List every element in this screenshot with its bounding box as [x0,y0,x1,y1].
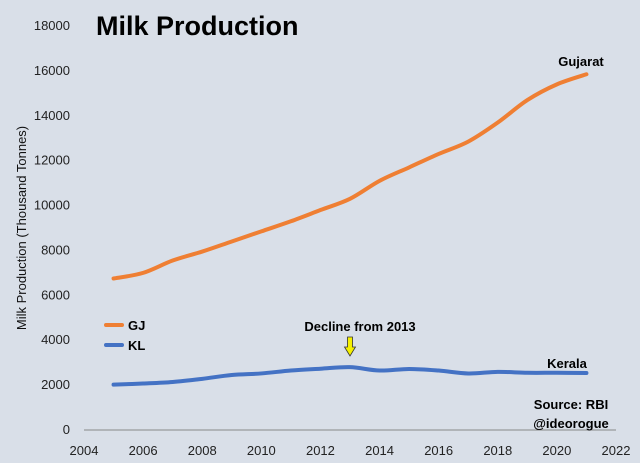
x-tick-label: 2008 [188,443,217,458]
y-axis-title: Milk Production (Thousand Tonnes) [14,126,29,330]
y-tick-label: 4000 [41,332,70,347]
y-tick-label: 10000 [34,198,70,213]
source-label: Source: RBI [534,397,608,412]
x-tick-label: 2020 [542,443,571,458]
series-line-gj [111,72,589,281]
x-tick-label: 2010 [247,443,276,458]
legend-label-gj: GJ [128,318,145,333]
y-tick-label: 18000 [34,18,70,33]
x-tick-label: 2004 [70,443,99,458]
x-tick-label: 2006 [129,443,158,458]
legend-label-kl: KL [128,338,145,353]
x-tick-label: 2014 [365,443,394,458]
y-tick-label: 2000 [41,377,70,392]
y-tick-label: 12000 [34,153,70,168]
x-tick-label: 2016 [424,443,453,458]
chart-title: Milk Production [96,11,299,41]
x-tick-label: 2012 [306,443,335,458]
series-end-label-gujarat: Gujarat [558,54,604,69]
x-tick-label: 2018 [483,443,512,458]
y-tick-label: 6000 [41,287,70,302]
decline-annotation: Decline from 2013 [304,319,415,334]
y-tick-label: 8000 [41,242,70,257]
y-tick-label: 14000 [34,108,70,123]
y-tick-label: 16000 [34,63,70,78]
series-line-kl [111,365,589,387]
handle-label: @ideorogue [533,416,609,431]
decline-arrow-icon [343,336,357,357]
series-end-label-kerala: Kerala [547,356,588,371]
x-tick-label: 2022 [602,443,631,458]
y-tick-label: 0 [63,422,70,437]
